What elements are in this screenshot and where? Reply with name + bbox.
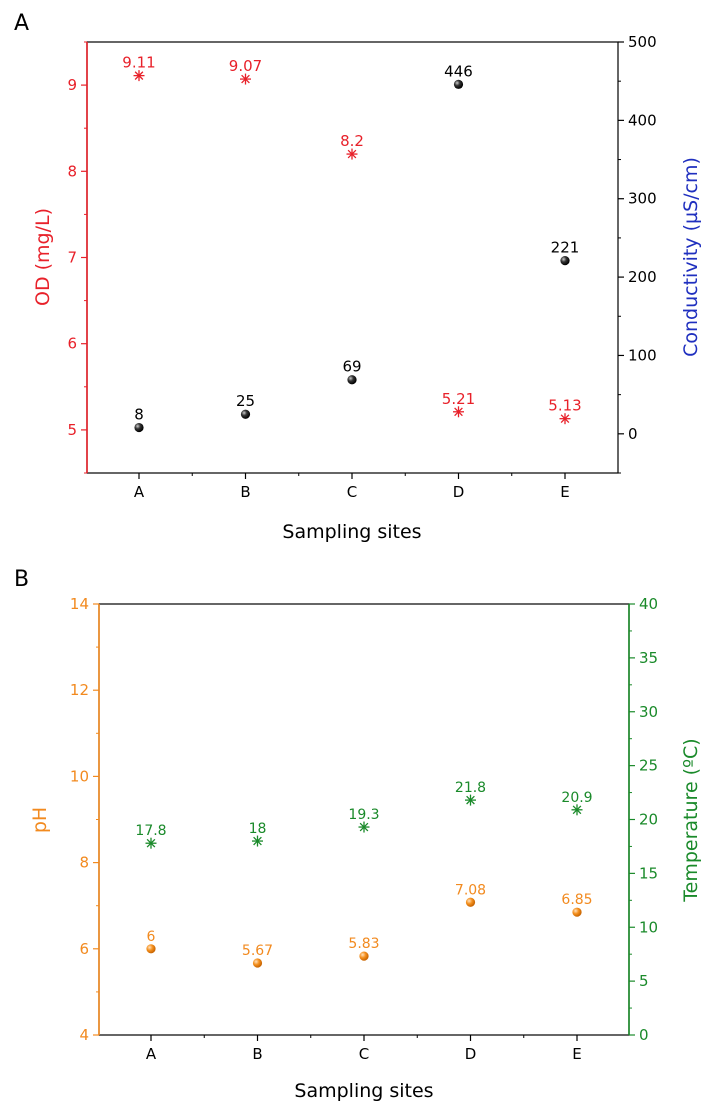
data-label: 9.11 [122, 54, 155, 72]
data-label: 17.8 [135, 823, 166, 839]
panel-b-right-ticks: 0 5 10 15 20 25 30 35 40 [629, 595, 658, 1044]
data-point [252, 958, 263, 968]
x-tick-label: D [453, 483, 465, 501]
right-tick-label: 10 [639, 918, 658, 936]
data-point [145, 837, 157, 849]
data-point [240, 73, 251, 85]
data-label: 221 [551, 239, 580, 257]
right-tick-label: 25 [639, 757, 658, 775]
left-tick-label: 6 [79, 940, 89, 958]
data-point [346, 148, 358, 160]
data-point [146, 944, 156, 954]
panel-b-letter: B [14, 567, 29, 592]
data-label: 8.2 [340, 132, 364, 150]
data-point [453, 406, 464, 418]
left-tick-label: 6 [67, 335, 77, 353]
panel-a-plot-frame [86, 41, 619, 474]
data-label: 5.83 [348, 936, 379, 952]
right-tick-label: 0 [628, 425, 638, 443]
data-point [465, 794, 476, 806]
panel-b: B 4 6 8 10 12 14 0 5 10 15 20 25 30 35 40 A B C D E 6 5.67… [14, 567, 702, 1102]
data-point [252, 835, 263, 847]
data-point [560, 256, 570, 266]
data-label: 20.9 [561, 790, 592, 806]
x-tick-label: B [252, 1045, 262, 1063]
panel-a: A 5 6 7 8 9 0 100 200 300 400 500 A B C D E 9.11 9.07 8… [14, 11, 702, 543]
x-tick-label: A [134, 483, 145, 501]
data-point [358, 821, 370, 833]
left-tick-label: 9 [67, 76, 77, 94]
left-tick-label: 4 [79, 1026, 89, 1044]
panel-a-right-ticks: 0 100 200 300 400 500 [618, 33, 657, 474]
panel-b-left-ticks: 4 6 8 10 12 14 [70, 595, 99, 1044]
panel-a-points: 9.11 9.07 8.2 5.21 5.13 8 25 69 446 221 [122, 54, 582, 433]
panel-a-left-ticks: 5 6 7 8 9 [67, 41, 87, 474]
right-tick-label: 5 [639, 972, 649, 990]
right-tick-label: 40 [639, 595, 658, 613]
panel-b-right-axis-title: Temperature (ºC) [680, 738, 702, 902]
data-point [559, 413, 571, 425]
data-point [453, 79, 464, 89]
data-point [359, 951, 369, 961]
left-tick-label: 5 [67, 421, 77, 439]
left-tick-label: 8 [67, 162, 77, 180]
data-point [572, 907, 582, 917]
left-tick-label: 8 [79, 854, 89, 872]
data-label: 6.85 [561, 892, 592, 908]
data-point [571, 804, 583, 816]
data-point [134, 422, 144, 433]
panel-b-x-ticks: A B C D E [146, 1035, 582, 1063]
right-tick-label: 100 [628, 346, 657, 364]
data-label: 21.8 [455, 780, 486, 796]
data-label: 5.13 [548, 397, 581, 415]
x-tick-label: E [560, 483, 569, 501]
x-tick-label: A [146, 1045, 157, 1063]
right-tick-label: 0 [639, 1026, 649, 1044]
data-label: 5.67 [242, 943, 273, 959]
x-tick-label: D [465, 1045, 477, 1063]
x-tick-label: C [359, 1045, 369, 1063]
left-tick-label: 14 [70, 595, 89, 613]
panel-a-letter: A [14, 11, 29, 36]
data-label: 8 [134, 406, 144, 424]
data-point [240, 409, 251, 419]
left-tick-label: 10 [70, 767, 89, 785]
panel-a-x-axis-title: Sampling sites [282, 521, 421, 543]
data-label: 5.21 [442, 390, 475, 408]
data-point [465, 897, 476, 907]
data-label: 69 [342, 358, 361, 376]
data-point [347, 375, 357, 385]
panel-a-right-axis-title: Conductivity (µS/cm) [680, 157, 702, 357]
right-tick-label: 20 [639, 811, 658, 829]
data-label: 446 [444, 62, 473, 80]
panel-a-left-axis-title: OD (mg/L) [32, 208, 54, 306]
data-point [133, 70, 145, 82]
left-tick-label: 12 [70, 681, 89, 699]
panel-b-x-axis-title: Sampling sites [294, 1080, 433, 1102]
data-label: 6 [147, 929, 156, 945]
right-tick-label: 400 [628, 111, 657, 129]
data-label: 7.08 [455, 882, 486, 898]
right-tick-label: 500 [628, 33, 657, 51]
right-tick-label: 15 [639, 864, 658, 882]
x-tick-label: B [240, 483, 250, 501]
right-tick-label: 300 [628, 190, 657, 208]
data-label: 18 [249, 821, 267, 837]
data-label: 9.07 [229, 57, 262, 75]
data-label: 25 [236, 392, 255, 410]
x-tick-label: C [347, 483, 357, 501]
panel-b-left-axis-title: pH [29, 807, 51, 833]
right-tick-label: 200 [628, 268, 657, 286]
x-tick-label: E [572, 1045, 581, 1063]
left-tick-label: 7 [67, 249, 77, 267]
right-tick-label: 35 [639, 649, 658, 667]
right-tick-label: 30 [639, 703, 658, 721]
panel-a-x-ticks: A B C D E [134, 473, 570, 501]
data-label: 19.3 [348, 807, 379, 823]
panel-b-points: 6 5.67 5.83 7.08 6.85 17.8 18 19.3 21.8 20.9 [135, 780, 593, 968]
